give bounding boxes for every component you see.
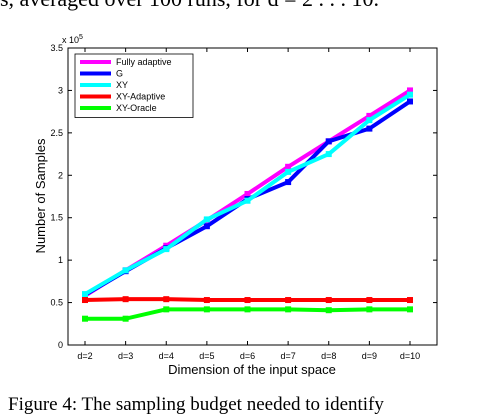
data-point [366,112,373,119]
x-tick-label: d=8 [321,351,336,361]
data-point [244,306,251,313]
data-point [82,291,88,298]
data-point [407,98,413,105]
data-point [203,216,210,223]
y-tick-label: 3.5 [50,43,63,53]
x-tick-label: d=3 [118,351,133,361]
data-point [163,246,170,253]
data-point [325,151,332,158]
data-point [285,168,292,175]
y-tick-label: 1 [58,255,63,265]
x-axis-label: Dimension of the input space [168,362,336,377]
data-point [203,306,210,313]
data-point [122,267,129,274]
y-tick-label: 1.5 [50,213,63,223]
header-text: s, averaged over 100 runs, for d = 2 . .… [0,0,484,12]
legend-label: XY-Oracle [116,103,157,113]
data-point [285,179,292,186]
legend-label: XY-Adaptive [116,92,165,102]
y-axis-multiplier: x 105 [62,34,83,45]
data-point [366,117,373,124]
data-point [407,297,413,304]
y-axis-label: Number of Samples [33,138,48,253]
x-tick-label: d=10 [400,351,420,361]
data-point [163,296,170,303]
data-point [285,163,292,170]
data-point [366,306,373,313]
data-point [325,307,332,314]
plot-frame [67,47,438,346]
legend-label: XY [116,80,128,90]
data-point [82,315,88,322]
data-point [82,297,88,304]
y-tick-label: 2.5 [50,128,63,138]
data-point [163,306,170,313]
x-tick-label: d=6 [240,351,255,361]
y-tick-label: 3 [58,85,63,95]
data-point [244,297,251,304]
data-point [407,91,413,98]
x-tick-label: d=9 [362,351,377,361]
x-tick-label: d=4 [159,351,174,361]
y-tick-label: 0.5 [50,298,63,308]
data-point [366,297,373,304]
figure-caption: Figure 4: The sampling budget needed to … [8,394,384,415]
data-point [244,190,251,197]
data-point [285,297,292,304]
data-point [285,306,292,313]
y-tick-label: 2 [58,170,63,180]
data-point [122,296,129,303]
data-point [244,197,251,204]
data-point [203,297,210,304]
x-tick-label: d=2 [77,351,92,361]
data-point [203,223,210,230]
x-tick-label: d=5 [199,351,214,361]
legend-label: Fully adaptive [116,57,172,67]
data-point [366,125,373,132]
data-point [325,297,332,304]
data-point [407,306,413,313]
y-tick-label: 0 [58,340,63,350]
legend-label: G [116,69,123,79]
data-point [407,87,413,94]
data-point [325,138,332,145]
data-point [122,315,129,322]
x-tick-label: d=7 [280,351,295,361]
